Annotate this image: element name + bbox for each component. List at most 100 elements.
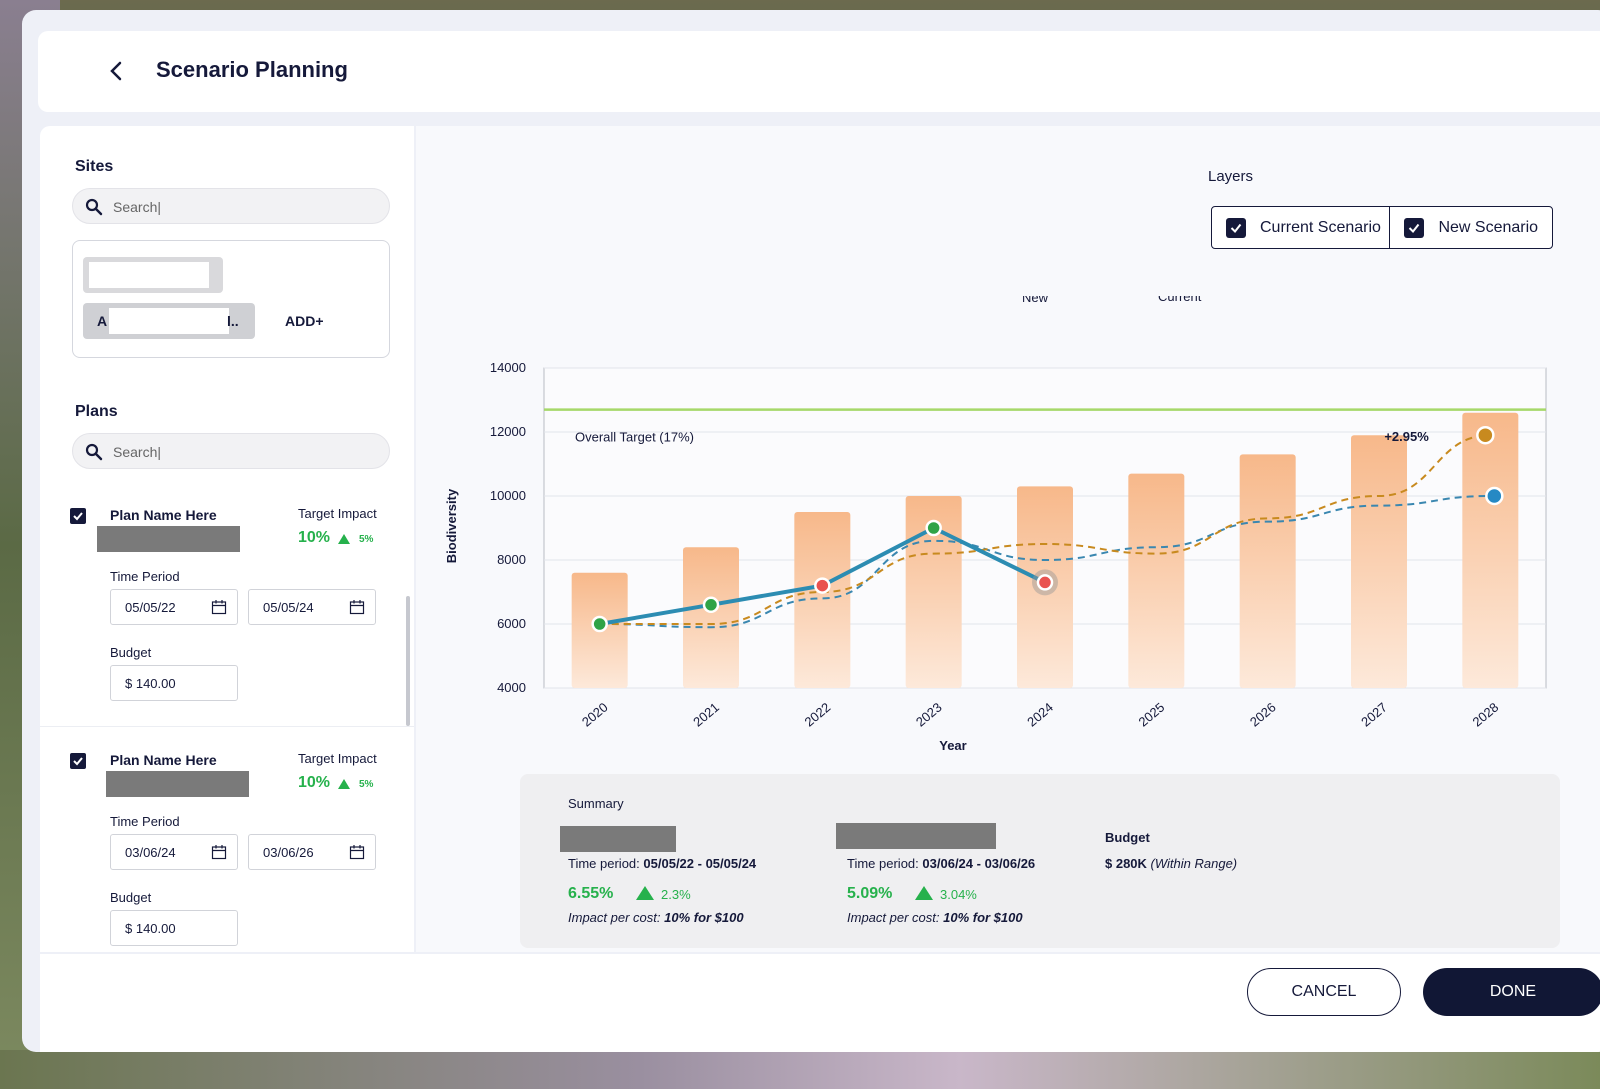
impact-per-cost: Impact per cost: 10% for $100 [568,910,744,925]
time-period-value: 05/05/22 - 05/05/24 [643,856,757,871]
chevron-left-icon[interactable] [108,61,124,81]
end-date-value: 05/05/24 [263,600,314,615]
calendar-icon[interactable] [349,599,365,615]
x-tick-label: 2022 [802,700,834,730]
legend-projected-current-label: Current [1158,296,1202,304]
sites-search-input[interactable]: Search| [72,188,390,224]
budget-label: Budget [110,645,152,660]
triangle-up-icon [636,886,654,900]
sidebar-scrollbar[interactable] [406,596,410,726]
done-button[interactable]: DONE [1423,968,1600,1016]
plan-checkbox[interactable] [70,508,86,524]
cancel-button[interactable]: CANCEL [1247,968,1401,1016]
new-scenario-toggle[interactable]: New Scenario [1390,207,1552,248]
sites-label: Sites [75,158,114,175]
start-date-input[interactable]: 03/06/24 [110,834,238,870]
triangle-up-icon [338,534,350,544]
redacted-block [89,262,209,288]
current-scenario-label: Current Scenario [1260,218,1381,236]
actual-point [925,519,942,537]
site-chip-suffix: l.. [227,313,239,329]
target-impact-label: Target Impact [298,751,377,766]
site-chip-selected[interactable]: A l.. [83,303,255,339]
target-impact-value: 10% [298,529,331,546]
plans-search-placeholder: Search| [113,444,161,460]
start-date-value: 03/06/24 [125,845,176,860]
actual-point [814,577,831,594]
y-tick-label: 4000 [497,680,526,695]
triangle-up-icon [338,779,350,789]
summary-pct: 6.55% [568,885,614,902]
redacted-block [560,826,676,852]
projected-new-line [599,434,1491,625]
y-tick-label: 14000 [490,360,526,375]
end-date-input[interactable]: 03/06/26 [248,834,376,870]
change-annotation: +2.95% [1384,429,1429,444]
plan-card: Plan Name Here Target Impact 10% 5% Time… [40,726,414,952]
biodiversity-chart: 4000 6000 8000 10000 12000 14000 Overall Targe… [444,296,1547,753]
current-scenario-checkbox[interactable] [1226,217,1246,238]
new-scenario-checkbox[interactable] [1404,217,1425,238]
time-period-label: Time Period [110,569,180,584]
end-date-input[interactable]: 05/05/24 [248,589,376,625]
redacted-block [106,771,249,797]
budget-value: $ 140.00 [125,921,176,936]
budget-amount: $ 280K [1105,856,1147,871]
summary-pct: 5.09% [847,885,893,902]
sites-search-placeholder: Search| [113,199,161,215]
sites-list: A l.. ADD+ [72,240,390,358]
redacted-block [109,308,229,334]
calendar-icon[interactable] [349,844,365,860]
ipc-label: Impact per cost: [568,910,661,925]
budget-input[interactable]: $ 140.00 [110,910,238,946]
overall-target-label: Overall Target (17%) [575,430,694,445]
y-tick-label: 6000 [497,616,526,631]
check-icon [73,512,83,521]
annual-target-bar [683,547,739,688]
new-scenario-label: New Scenario [1438,218,1539,236]
main-panel: Layers Current Scenario New Scenario 400… [416,126,1600,952]
page-header: Scenario Planning [38,31,1600,112]
summary-time-period: Time period: 03/06/24 - 03/06/26 [847,856,1035,871]
calendar-icon[interactable] [211,599,227,615]
x-tick-label: 2025 [1136,700,1168,730]
projected-current-line [599,495,1491,629]
summary-delta: 3.04% [940,887,977,902]
plan-card: Plan Name Here Target Impact 10% 5% Time… [40,486,414,721]
actual-point [1036,574,1054,591]
time-period-label: Time Period [110,814,180,829]
footer: CANCEL DONE [40,954,1600,1052]
time-period-value: 03/06/24 - 03/06/26 [922,856,1036,871]
actual-point [702,596,720,614]
current-scenario-toggle[interactable]: Current Scenario [1212,207,1391,248]
actual-point [591,615,608,633]
budget-input[interactable]: $ 140.00 [110,665,238,701]
x-tick-label: 2023 [913,700,945,730]
plans-label: Plans [75,403,118,420]
site-chip[interactable] [83,257,223,293]
calendar-icon[interactable] [211,844,227,860]
target-impact-value: 10% [298,774,331,791]
summary-budget-value: $ 280K (Within Range) [1105,856,1237,871]
summary-delta: 2.3% [661,887,691,902]
projected-new-endpoint [1476,425,1495,445]
plans-search-input[interactable]: Search| [72,433,390,469]
plan-checkbox[interactable] [70,753,86,769]
legend-projected-new-label: New [1022,296,1049,305]
start-date-input[interactable]: 05/05/22 [110,589,238,625]
annual-target-bar [905,496,962,688]
time-period-label: Time period: [847,856,919,871]
layers-label: Layers [1208,168,1254,185]
target-impact-label: Target Impact [298,506,377,521]
plan-name: Plan Name Here [110,752,217,768]
x-tick-label: 2021 [690,700,722,730]
background-bottom [0,1050,1600,1089]
end-date-value: 03/06/26 [263,845,314,860]
ipc-value: 10% for $100 [664,910,744,925]
target-impact-delta: 5% [359,534,374,545]
annual-target-bar [794,512,851,688]
add-site-button[interactable]: ADD+ [285,313,324,329]
budget-note: (Within Range) [1150,856,1238,871]
sidebar: Sites Search| A l.. ADD+ Plans Search| [40,126,414,952]
search-icon [85,443,103,461]
